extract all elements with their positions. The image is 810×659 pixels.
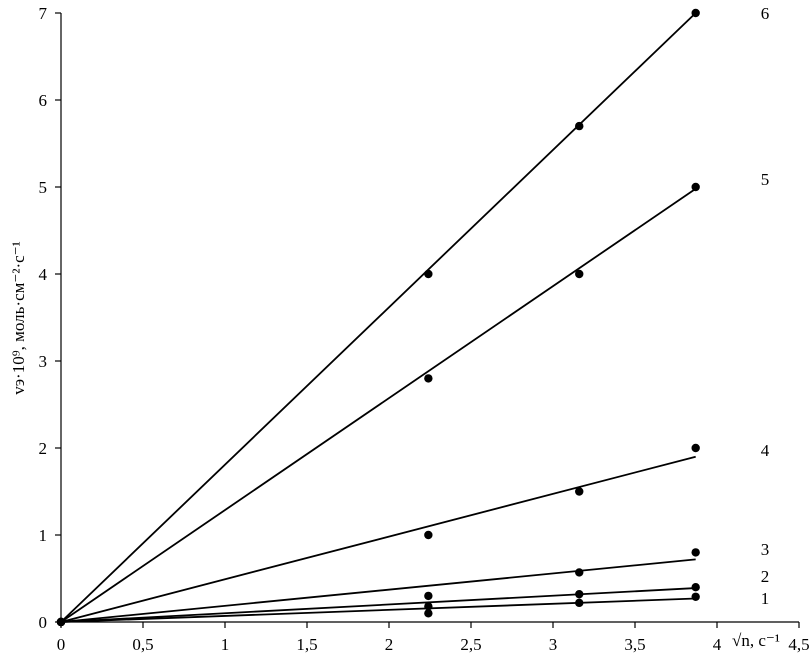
data-point-series-2 bbox=[575, 589, 584, 599]
series-label-2: 2 bbox=[761, 567, 770, 586]
data-point-series-5 bbox=[691, 182, 700, 192]
data-point-series-1 bbox=[424, 609, 433, 618]
x-tick-label: 0,5 bbox=[132, 635, 153, 654]
data-point-series-3 bbox=[575, 568, 584, 577]
y-tick-label: 1 bbox=[39, 526, 48, 545]
y-tick-label: 7 bbox=[39, 4, 48, 23]
x-tick-label: 3,5 bbox=[624, 635, 645, 654]
series-label-4: 4 bbox=[761, 441, 770, 460]
fit-line-2 bbox=[60, 587, 696, 623]
series-label-5: 5 bbox=[761, 170, 770, 189]
x-tick-label: 1 bbox=[221, 635, 230, 654]
y-tick-label: 3 bbox=[39, 352, 48, 371]
x-ticks: 0 0,5 1 1,5 2 2,5 3 3,5 4 4,5 bbox=[57, 622, 810, 654]
data-point-series-5 bbox=[575, 269, 584, 279]
data-point-series-2 bbox=[691, 583, 700, 592]
data-point-series-6 bbox=[424, 269, 433, 279]
data-point-series-6 bbox=[691, 8, 700, 18]
y-tick-label: 5 bbox=[39, 178, 48, 197]
series-labels: 1 2 3 4 5 6 bbox=[761, 4, 770, 608]
data-point-series-3 bbox=[691, 548, 700, 557]
data-point-series-4 bbox=[575, 487, 584, 496]
series-label-3: 3 bbox=[761, 540, 770, 559]
x-tick-label: 3 bbox=[549, 635, 558, 654]
data-point-series-1 bbox=[575, 598, 584, 608]
data-point-series-2 bbox=[424, 602, 433, 611]
y-axis-title: vэ·10⁹, моль·см⁻²·с⁻¹ bbox=[9, 241, 28, 394]
x-tick-label: 1,5 bbox=[296, 635, 317, 654]
data-point-series-4 bbox=[424, 530, 433, 540]
fit-lines bbox=[60, 12, 697, 623]
data-points bbox=[56, 8, 700, 627]
data-point-series-3 bbox=[424, 591, 433, 601]
series-label-6: 6 bbox=[761, 4, 770, 23]
x-tick-label: 4 bbox=[713, 635, 722, 654]
data-point-series-4 bbox=[691, 443, 700, 453]
x-tick-label: 2 bbox=[385, 635, 394, 654]
data-point-series-6 bbox=[56, 617, 66, 627]
fit-line-4 bbox=[60, 455, 696, 623]
axes bbox=[60, 13, 799, 623]
y-tick-label: 4 bbox=[39, 265, 48, 284]
series-label-1: 1 bbox=[761, 589, 770, 608]
data-point-series-1 bbox=[691, 592, 700, 601]
fit-line-1 bbox=[60, 597, 696, 623]
y-tick-label: 6 bbox=[39, 91, 48, 110]
fit-line-3 bbox=[60, 558, 696, 623]
data-point-series-6 bbox=[575, 121, 584, 131]
x-tick-label: 2,5 bbox=[460, 635, 481, 654]
fit-line-6 bbox=[60, 12, 697, 623]
y-tick-label: 0 bbox=[39, 613, 48, 632]
y-ticks: 0 1 2 3 4 5 6 7 bbox=[39, 4, 61, 632]
fit-line-5 bbox=[60, 187, 697, 623]
x-tick-label: 0 bbox=[57, 635, 66, 654]
data-point-series-5 bbox=[424, 374, 433, 383]
x-axis-title: √n, с⁻¹ bbox=[732, 631, 780, 650]
y-tick-label: 2 bbox=[39, 439, 48, 458]
x-tick-label: 4,5 bbox=[788, 635, 809, 654]
